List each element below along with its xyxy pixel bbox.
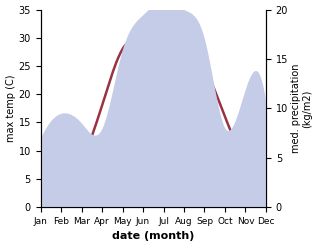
Y-axis label: med. precipitation
(kg/m2): med. precipitation (kg/m2): [291, 64, 313, 153]
Y-axis label: max temp (C): max temp (C): [5, 75, 16, 142]
X-axis label: date (month): date (month): [112, 231, 194, 242]
